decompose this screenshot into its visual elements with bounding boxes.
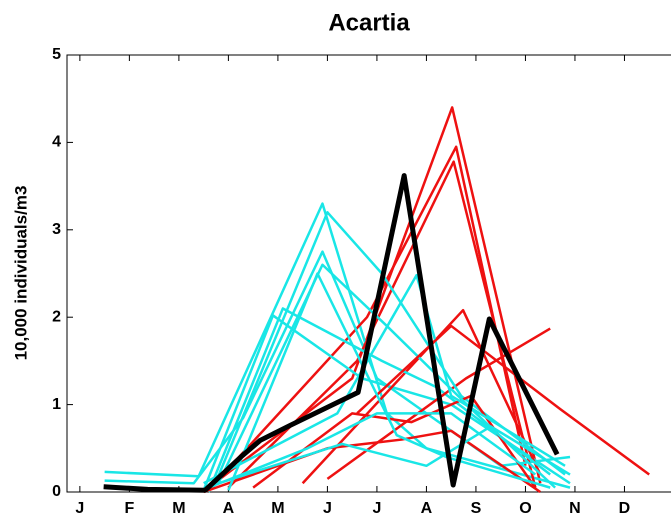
series-line — [252, 394, 537, 489]
x-tick-label: O — [519, 500, 531, 517]
x-tick-label: N — [569, 500, 581, 517]
series-line — [218, 425, 571, 485]
x-tick-label: M — [271, 500, 284, 517]
series-line — [203, 273, 566, 485]
chart-title: Acartia — [328, 9, 410, 36]
y-tick-label: 3 — [52, 221, 61, 238]
x-tick-label: J — [75, 500, 84, 517]
axes-box — [66, 54, 671, 493]
x-tick-label: S — [471, 500, 482, 517]
x-tick-label: A — [421, 500, 433, 517]
y-tick-label: 4 — [52, 134, 61, 151]
x-tick-label: A — [223, 500, 235, 517]
x-tick-label: M — [172, 500, 185, 517]
x-tick-label: D — [619, 500, 631, 517]
series-line — [204, 106, 542, 492]
series-line — [356, 324, 650, 476]
series-line — [227, 272, 551, 491]
y-tick-label: 0 — [52, 483, 61, 500]
series-line — [103, 173, 560, 493]
series-line — [326, 327, 551, 480]
series-line — [207, 145, 527, 492]
y-tick-label: 5 — [52, 46, 61, 63]
x-tick-label: F — [124, 500, 134, 517]
y-tick-label: 2 — [52, 308, 61, 325]
y-tick-label: 1 — [52, 396, 61, 413]
series-line — [207, 307, 551, 493]
x-tick-label: J — [323, 500, 332, 517]
y-axis-label: 10,000 individuals/m3 — [11, 186, 30, 361]
series-line — [301, 308, 542, 485]
x-tick-label: J — [372, 500, 381, 517]
